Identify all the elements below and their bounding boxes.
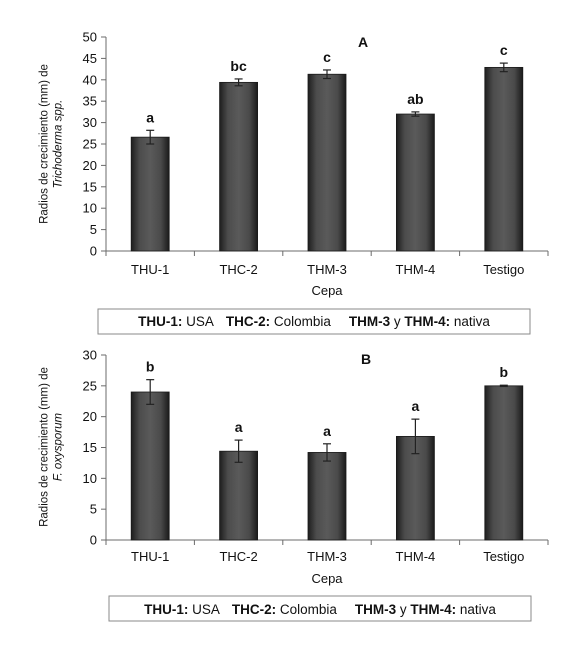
x-tick-label: Testigo <box>483 549 524 564</box>
legend-key1: THU-1: <box>144 602 188 617</box>
legend: THU-1: USA THC-2: Colombia THM-3 y THM-4: … <box>108 595 532 622</box>
y-axis-title-line1: Radios de crecimiento (mm) de <box>39 367 51 527</box>
bar <box>130 136 170 252</box>
x-axis-title: Cepa <box>311 571 343 586</box>
legend-mid3: y <box>396 602 410 617</box>
bar <box>307 452 347 541</box>
x-tick-label: THM-4 <box>396 262 436 277</box>
chart-panel-a: 0 5 10 15 20 25 30 35 40 45 50 a THU-1 bc THC-2 c THM-3 a… <box>39 30 549 335</box>
y-tick-label: 50 <box>83 30 97 45</box>
legend-frame <box>108 595 532 622</box>
y-tick-label: 0 <box>90 533 97 548</box>
y-tick-label: 40 <box>83 72 97 87</box>
y-tick-label: 15 <box>83 179 97 194</box>
bar <box>130 391 170 541</box>
legend-key1: THU-1: <box>138 314 182 329</box>
y-tick-label: 10 <box>83 471 97 486</box>
significance-label: c <box>500 42 508 58</box>
y-tick-label: 10 <box>83 201 97 216</box>
significance-label: b <box>500 364 509 380</box>
legend-text: THU-1: USA THC-2: Colombia THM-3 y THM-4: … <box>144 602 496 617</box>
legend-key3: THM-3 <box>355 602 397 617</box>
significance-label: b <box>146 359 155 375</box>
significance-label: a <box>235 419 243 435</box>
x-tick-label: THM-3 <box>307 549 347 564</box>
bar <box>395 113 435 252</box>
legend-key4: THM-4: <box>410 602 456 617</box>
legend-key4: THM-4: <box>404 314 450 329</box>
bar <box>484 385 524 541</box>
x-tick-label: THC-2 <box>219 549 257 564</box>
x-tick-label: Testigo <box>483 262 524 277</box>
legend-mid3: y <box>390 314 404 329</box>
significance-label: a <box>323 423 331 439</box>
y-axis-title-line2: F. oxysporum <box>53 412 65 481</box>
significance-label: a <box>146 109 154 125</box>
y-tick-label: 15 <box>83 440 97 455</box>
legend-val1: USA <box>182 314 214 329</box>
y-tick-label: 25 <box>83 137 97 152</box>
x-axis-title: Cepa <box>311 283 343 298</box>
y-axis-title: Radios de crecimiento (mm) de F. oxysporu… <box>39 367 65 527</box>
y-tick-label: 30 <box>83 348 97 363</box>
y-tick-label: 30 <box>83 115 97 130</box>
y-axis-title-line2: Trichoderma spp. <box>53 100 65 189</box>
y-axis-title-line1: Radios de crecimiento (mm) de <box>39 64 51 224</box>
legend-val2: Colombia <box>276 602 337 617</box>
x-tick-label: THU-1 <box>131 549 169 564</box>
panel-letter: B <box>361 351 371 367</box>
significance-label: a <box>412 398 420 414</box>
y-tick-label: 20 <box>83 158 97 173</box>
significance-label: ab <box>407 91 423 107</box>
significance-label: c <box>323 49 331 65</box>
legend-val1: USA <box>188 602 220 617</box>
bar <box>219 450 259 541</box>
bar <box>219 81 259 252</box>
legend: THU-1: USA THC-2: Colombia THM-3 y THM-4: … <box>97 308 531 335</box>
y-tick-label: 5 <box>90 222 97 237</box>
legend-key3: THM-3 <box>349 314 391 329</box>
y-tick-label: 20 <box>83 409 97 424</box>
x-tick-label: THU-1 <box>131 262 169 277</box>
legend-val4: nativa <box>456 602 496 617</box>
bar <box>484 66 524 252</box>
x-tick-label: THM-4 <box>396 549 436 564</box>
y-tick-label: 35 <box>83 94 97 109</box>
legend-val2: Colombia <box>270 314 331 329</box>
legend-text: THU-1: USA THC-2: Colombia THM-3 y THM-4: … <box>138 314 490 329</box>
x-tick-label: THM-3 <box>307 262 347 277</box>
chart-panel-b: 0 5 10 15 20 25 30 b THU-1 a THC-2 a THM-3 a THM-4 b Tes… <box>39 348 549 622</box>
legend-key2: THC-2: <box>226 314 270 329</box>
panel-letter: A <box>358 34 368 50</box>
y-tick-label: 0 <box>90 244 97 259</box>
significance-label: bc <box>230 58 247 74</box>
y-axis-title: Radios de crecimiento (mm) de Trichoderma… <box>39 64 65 224</box>
y-tick-label: 25 <box>83 378 97 393</box>
bar <box>307 73 347 252</box>
legend-key2: THC-2: <box>232 602 276 617</box>
x-tick-label: THC-2 <box>219 262 257 277</box>
y-tick-label: 5 <box>90 502 97 517</box>
legend-frame <box>97 308 531 335</box>
legend-val4: nativa <box>450 314 490 329</box>
y-tick-label: 45 <box>83 51 97 66</box>
